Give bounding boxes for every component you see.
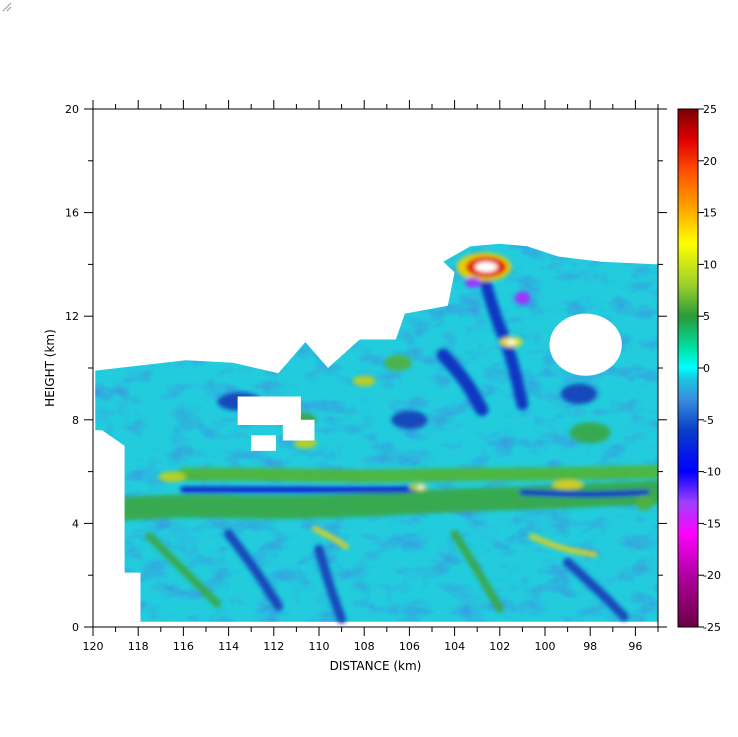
echo-cell xyxy=(569,422,611,444)
echo-cell xyxy=(560,383,597,405)
x-tick-label: 106 xyxy=(399,640,420,653)
echo-band xyxy=(145,532,222,608)
echo-band xyxy=(311,525,349,550)
colorbar-ticks: 25 20 15 10 5 0 -5 -10 -15 -20 -25 xyxy=(698,103,721,634)
echo-cell xyxy=(551,479,584,490)
echo-band xyxy=(176,465,658,483)
echo-cell xyxy=(464,277,481,288)
x-tick-label: 112 xyxy=(263,640,284,653)
x-tick-label: 108 xyxy=(354,640,375,653)
y-tick-label: 12 xyxy=(65,310,79,323)
echo-cell-core xyxy=(474,261,498,273)
x-tick-label: 104 xyxy=(444,640,465,653)
echo-cell xyxy=(158,471,186,482)
no-data-gap xyxy=(549,313,622,376)
x-tick-label: 116 xyxy=(173,640,194,653)
echo-band xyxy=(450,529,504,613)
colorbar-tick-label: -25 xyxy=(703,621,721,634)
echo-band xyxy=(93,480,658,523)
echo-cell xyxy=(384,355,412,371)
axes: 120 118 116 114 112 110 108 106 104 102 100 98 96 0 4 8… xyxy=(65,100,667,653)
no-data-gap xyxy=(251,435,277,451)
echo-cell xyxy=(635,494,654,511)
colorbar-tick-label: -20 xyxy=(703,569,721,582)
y-tick-label: 0 xyxy=(72,621,79,634)
colorbar-tick-label: 20 xyxy=(703,155,717,168)
echo-cell-core xyxy=(417,485,425,489)
echo-band xyxy=(314,544,347,624)
echo-band xyxy=(180,483,424,493)
colorbar-tick-label: -5 xyxy=(703,414,714,427)
x-tick-label: 100 xyxy=(535,640,556,653)
resize-grip-icon[interactable] xyxy=(0,0,12,12)
x-tick-label: 96 xyxy=(628,640,642,653)
x-axis-title: DISTANCE (km) xyxy=(330,659,422,673)
plot-area xyxy=(93,243,658,624)
x-tick-label: 118 xyxy=(128,640,149,653)
echo-gaps xyxy=(93,313,622,622)
colorbar-tick-label: 25 xyxy=(703,103,717,116)
no-data-gap xyxy=(282,419,315,441)
colorbar-tick-label: 5 xyxy=(703,310,710,323)
colorbar-tick-label: 15 xyxy=(703,207,717,220)
echo-band xyxy=(528,533,598,558)
y-tick-label: 16 xyxy=(65,207,79,220)
x-tick-label: 120 xyxy=(83,640,104,653)
x-tick-label: 114 xyxy=(218,640,239,653)
echo-band xyxy=(436,348,489,416)
echo-features xyxy=(93,252,658,624)
echo-band xyxy=(563,557,629,622)
x-tick-label: 102 xyxy=(489,640,510,653)
echo-cell xyxy=(514,291,531,305)
colorbar-tick-label: 10 xyxy=(703,258,717,271)
colorbar-tick-label: 0 xyxy=(703,362,710,375)
colorbar-tick-label: -15 xyxy=(703,517,721,530)
x-tick-label: 98 xyxy=(583,640,597,653)
y-tick-label: 8 xyxy=(72,414,79,427)
echo-band xyxy=(224,529,283,611)
x-tick-label: 110 xyxy=(309,640,330,653)
echo-band xyxy=(519,489,650,498)
echo-cell xyxy=(352,375,376,387)
echo-cell-core xyxy=(506,340,516,345)
y-tick-label: 4 xyxy=(72,517,79,530)
y-tick-label: 20 xyxy=(65,103,79,116)
colorbar-gradient xyxy=(677,108,699,628)
y-axis-title: HEIGHT (km) xyxy=(43,329,57,407)
colorbar-tick-label: -10 xyxy=(703,466,721,479)
colorbar: 25 20 15 10 5 0 -5 -10 -15 -20 -25 xyxy=(677,103,721,634)
no-data-gap xyxy=(93,430,141,622)
echo-cell xyxy=(391,410,428,429)
